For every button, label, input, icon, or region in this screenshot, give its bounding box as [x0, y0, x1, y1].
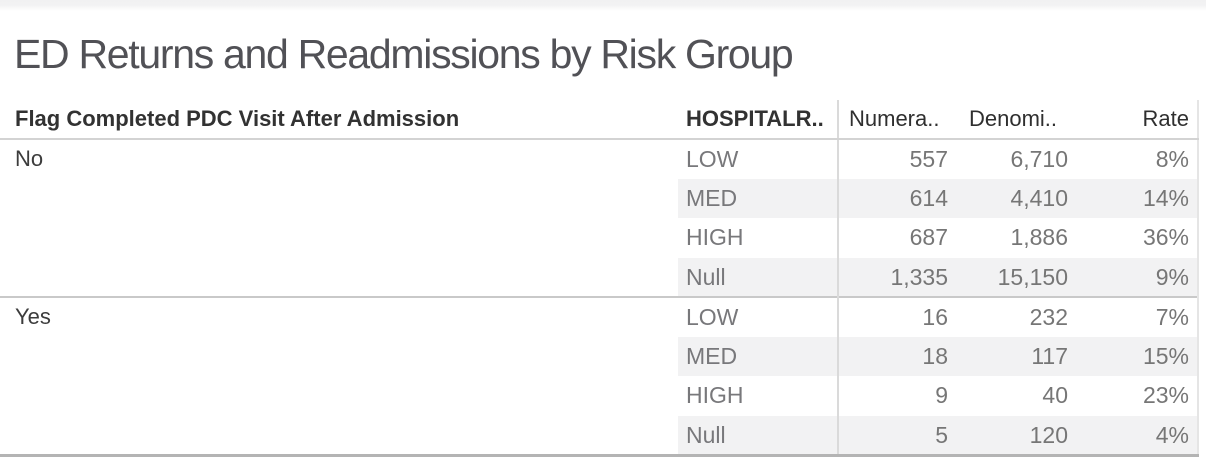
- cell-numerator[interactable]: 1,335: [837, 257, 956, 297]
- cell-numerator[interactable]: 9: [837, 376, 956, 416]
- cell-risk[interactable]: LOW: [678, 296, 838, 337]
- cell-denominator[interactable]: 6,710: [1010, 146, 1068, 172]
- cell-rate[interactable]: 14%: [1076, 178, 1199, 218]
- table-row: Null 5 120 4%: [0, 415, 1199, 455]
- row-header-flag-yes[interactable]: Yes: [0, 296, 678, 455]
- table-row: HIGH 687 1,886 36%: [0, 218, 1199, 258]
- cell-denominator[interactable]: 117: [956, 336, 1076, 376]
- cell-numerator[interactable]: 18: [837, 336, 956, 376]
- cell-denominator[interactable]: 15,150: [956, 257, 1076, 297]
- table-row: MED 614 4,410 14%: [0, 178, 1199, 218]
- cell-numerator[interactable]: 614: [837, 178, 956, 218]
- cell-numerator[interactable]: 5: [837, 415, 956, 455]
- cell-rate[interactable]: 4%: [1076, 415, 1199, 455]
- cell-risk[interactable]: HIGH: [686, 224, 744, 250]
- col-header-rate[interactable]: Rate: [1076, 100, 1199, 140]
- table-row: No LOW 557 6,710 8%: [0, 139, 1199, 297]
- header-row: Flag Completed PDC Visit After Admission…: [0, 100, 1199, 140]
- cell-risk[interactable]: HIGH: [686, 382, 744, 408]
- cell-risk[interactable]: LOW: [686, 146, 739, 172]
- cell-rate[interactable]: 9%: [1076, 257, 1199, 297]
- table-row: Null 1,335 15,150 9%: [0, 257, 1199, 297]
- cell-denominator[interactable]: 1,886: [1010, 224, 1068, 250]
- cell-risk[interactable]: MED: [678, 178, 838, 218]
- cell-risk[interactable]: MED: [678, 336, 838, 376]
- cell-risk[interactable]: Null: [678, 257, 838, 297]
- crosstab-table: Flag Completed PDC Visit After Admission…: [0, 100, 1199, 457]
- top-strip: [0, 0, 1206, 11]
- cell-rate[interactable]: 15%: [1076, 336, 1199, 376]
- cell-denominator[interactable]: 4,410: [956, 178, 1076, 218]
- cell-denominator[interactable]: 120: [956, 415, 1076, 455]
- col-header-denominator[interactable]: Denomi..: [956, 100, 1076, 140]
- cell-denominator[interactable]: 40: [1042, 382, 1068, 408]
- col-header-numerator[interactable]: Numera..: [837, 100, 956, 140]
- row-header-flag-no[interactable]: No: [0, 139, 678, 297]
- cell-denominator[interactable]: 232: [956, 296, 1076, 337]
- cell-rate[interactable]: 7%: [1076, 296, 1199, 337]
- cell-rate[interactable]: 36%: [1076, 218, 1199, 258]
- cell-risk[interactable]: Null: [678, 415, 838, 455]
- col-header-hospital-risk[interactable]: HOSPITALR..: [678, 100, 838, 140]
- table-row: HIGH 9 40 23%: [0, 376, 1199, 416]
- cell-rate[interactable]: 8%: [1076, 139, 1199, 179]
- chart-title: ED Returns and Readmissions by Risk Grou…: [14, 31, 794, 77]
- cell-numerator[interactable]: 687: [837, 218, 956, 258]
- cell-numerator[interactable]: 16: [837, 296, 956, 337]
- cell-rate[interactable]: 23%: [1076, 376, 1199, 416]
- cell-numerator[interactable]: 557: [837, 139, 956, 179]
- table-row: MED 18 117 15%: [0, 336, 1199, 376]
- table-row: Yes LOW 16 232 7%: [0, 296, 1199, 455]
- col-header-flag-pdc-visit[interactable]: Flag Completed PDC Visit After Admission: [0, 100, 678, 140]
